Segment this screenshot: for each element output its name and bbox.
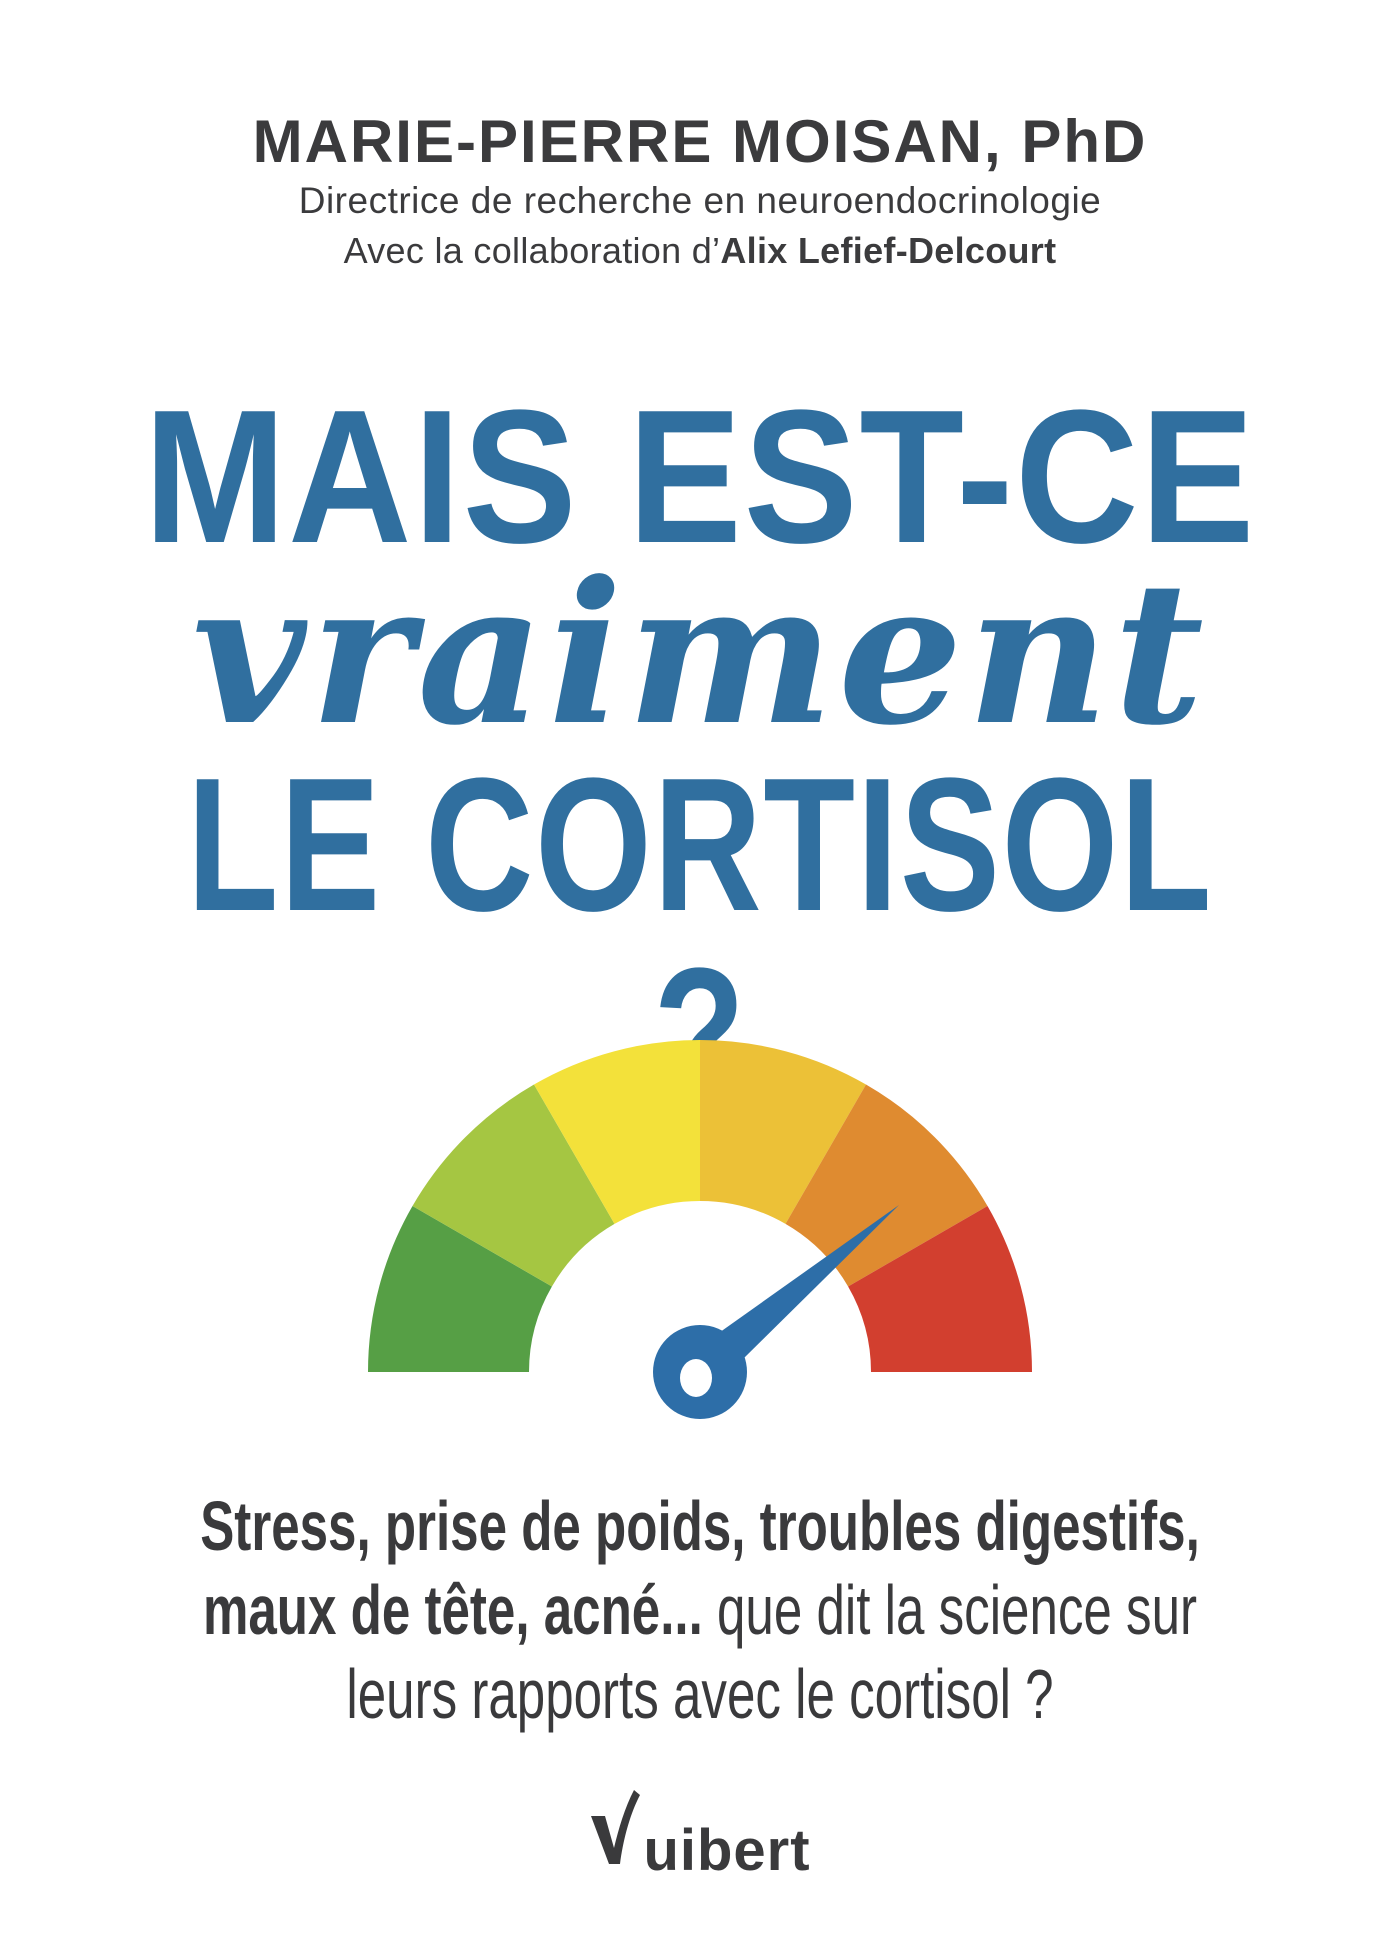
vuibert-logo-v-icon <box>591 1790 641 1864</box>
tagline-line-2-regular: que dit la science sur <box>702 1571 1198 1649</box>
gauge-needle <box>686 1205 899 1389</box>
vuibert-logo: uibert <box>0 1788 1400 1880</box>
collaboration-prefix: Avec la collaboration d’ <box>343 230 721 271</box>
collaborator-name: Alix Lefief-Delcourt <box>720 230 1057 271</box>
gauge-segment-amber <box>700 1040 866 1224</box>
collaboration-line: Avec la collaboration d’Alix Lefief-Delc… <box>0 233 1400 269</box>
gauge-hub-hole <box>680 1359 712 1397</box>
gauge-segment-red <box>848 1206 1032 1372</box>
speedometer-gauge-icon <box>368 1040 1032 1419</box>
vuibert-wordmark: uibert <box>643 1818 811 1883</box>
tagline-block: Stress, prise de poids, troubles digesti… <box>0 1484 1400 1736</box>
title-line-1: MAIS EST-CE <box>143 371 1257 583</box>
author-name: MARIE-PIERRE MOISAN, PhD <box>252 108 1148 175</box>
gauge-segment-orange <box>785 1084 988 1287</box>
author-role: Directrice de recherche en neuroendocrin… <box>298 180 1102 221</box>
gauge-segment-light-green <box>412 1084 615 1287</box>
title-line-2-script: vraiment <box>192 539 1208 769</box>
tagline-line-3: leurs rapports avec le cortisol ? <box>346 1655 1054 1733</box>
gauge-segment-yellow <box>534 1040 700 1224</box>
tagline-line-1: Stress, prise de poids, troubles digesti… <box>200 1487 1200 1565</box>
title-line-3: LE CORTISOL ? <box>186 739 1214 1141</box>
gauge-segment-dark-green <box>368 1206 552 1372</box>
tagline-line-2: maux de tête, acné... que dit la science… <box>189 1568 1211 1652</box>
tagline-line-2-bold: maux de tête, acné... <box>202 1571 703 1649</box>
speedometer-gauge-illustration <box>350 1032 1050 1432</box>
